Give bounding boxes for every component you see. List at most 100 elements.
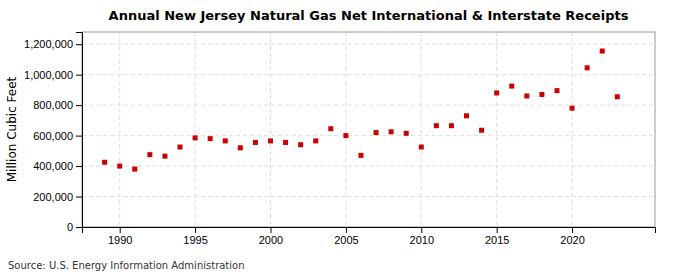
x-tick-label: 1990 — [108, 234, 132, 246]
y-tick-label: 0 — [67, 221, 73, 233]
y-tick-label: 800,000 — [33, 99, 73, 111]
point — [208, 136, 213, 141]
point — [298, 142, 303, 147]
point — [494, 90, 499, 95]
grid-line-x — [270, 32, 271, 227]
point — [464, 113, 469, 118]
grid-line-x — [195, 32, 196, 227]
point — [313, 138, 318, 143]
point — [102, 160, 107, 165]
y-axis-line — [76, 33, 83, 228]
y-tick: 200,000 — [33, 191, 82, 203]
point — [449, 123, 454, 128]
grid-line-x — [421, 32, 422, 227]
point — [509, 84, 514, 89]
y-tick-label: 600,000 — [33, 130, 73, 142]
y-tick-mark — [76, 227, 82, 228]
grid-line-x — [119, 32, 120, 227]
point — [117, 164, 122, 169]
point — [539, 92, 544, 97]
x-tick-mark — [572, 227, 573, 233]
y-tick: 400,000 — [33, 160, 82, 172]
y-tick: 0 — [67, 221, 82, 233]
point — [162, 154, 167, 159]
grid-line-y — [82, 135, 655, 136]
point — [132, 167, 137, 172]
point — [374, 130, 379, 135]
point — [178, 145, 183, 150]
grid-line-y — [82, 44, 655, 45]
x-tick: 2015 — [485, 227, 509, 246]
plot-frame — [82, 32, 655, 227]
y-tick-mark — [76, 136, 82, 137]
point — [615, 94, 620, 99]
y-axis: 0 200,000 400,000 600,000 800,000 1,000,000 1,… — [24, 33, 82, 234]
x-tick-label: 1995 — [183, 234, 207, 246]
x-tick: 2005 — [334, 227, 358, 246]
point — [343, 133, 348, 138]
grid-line-y — [82, 105, 655, 106]
y-tick: 800,000 — [33, 99, 82, 111]
x-tick-label: 2005 — [334, 234, 358, 246]
y-tick-mark — [76, 197, 82, 198]
x-tick: 2020 — [560, 227, 584, 246]
x-axis-line — [83, 228, 656, 234]
y-tick: 1,200,000 — [24, 38, 82, 50]
chart-svg: 1990 1995 2000 2005 2010 2015 2020 0 200,000 400,… — [0, 0, 675, 275]
grid-line-x — [345, 32, 346, 227]
x-tick-mark — [120, 227, 121, 233]
y-tick-label: 1,000,000 — [24, 69, 73, 81]
grid-line-y — [82, 166, 655, 167]
y-tick-mark — [76, 105, 82, 106]
annotation: Source: U.S. Energy Information Administ… — [8, 260, 245, 271]
point — [389, 129, 394, 134]
x-tick-mark — [497, 227, 498, 233]
y-tick: 1,000,000 — [24, 69, 82, 81]
point — [585, 65, 590, 70]
x-tick-mark — [346, 227, 347, 233]
point — [600, 49, 605, 54]
point — [404, 131, 409, 136]
point — [554, 88, 559, 93]
point — [238, 145, 243, 150]
plot-area: 1990 1995 2000 2005 2010 2015 2020 0 200,000 400,… — [24, 32, 655, 246]
x-tick: 1990 — [108, 227, 132, 246]
point — [570, 106, 575, 111]
x-tick-mark — [195, 227, 196, 233]
y-tick-label: 400,000 — [33, 160, 73, 172]
point — [434, 123, 439, 128]
y-tick-label: 200,000 — [33, 191, 73, 203]
point — [223, 138, 228, 143]
point — [419, 145, 424, 150]
point — [253, 140, 258, 145]
x-tick: 2000 — [259, 227, 283, 246]
points — [102, 49, 620, 172]
x-tick-label: 2020 — [560, 234, 584, 246]
point — [358, 153, 363, 158]
point — [524, 93, 529, 98]
point — [147, 152, 152, 157]
x-tick-mark — [421, 227, 422, 233]
y-axis-title: Million Cubic Feet — [5, 76, 19, 182]
y-tick-mark — [76, 166, 82, 167]
point — [268, 138, 273, 143]
x-tick-mark — [270, 227, 271, 233]
x-tick: 2010 — [410, 227, 434, 246]
point — [193, 135, 198, 140]
point — [479, 128, 484, 133]
x-tick-label: 2010 — [410, 234, 434, 246]
point — [328, 126, 333, 131]
y-tick: 600,000 — [33, 130, 82, 142]
x-axis: 1990 1995 2000 2005 2010 2015 2020 — [83, 227, 656, 246]
y-tick-mark — [76, 44, 82, 45]
grid-line-y — [82, 196, 655, 197]
chart-title: Annual New Jersey Natural Gas Net Intern… — [109, 8, 629, 23]
y-tick-label: 1,200,000 — [24, 38, 73, 50]
point — [283, 140, 288, 145]
grid — [82, 32, 655, 227]
x-tick-label: 2015 — [485, 234, 509, 246]
grid-line-x — [572, 32, 573, 227]
y-tick-mark — [76, 75, 82, 76]
x-tick-label: 2000 — [259, 234, 283, 246]
x-tick: 1995 — [183, 227, 207, 246]
